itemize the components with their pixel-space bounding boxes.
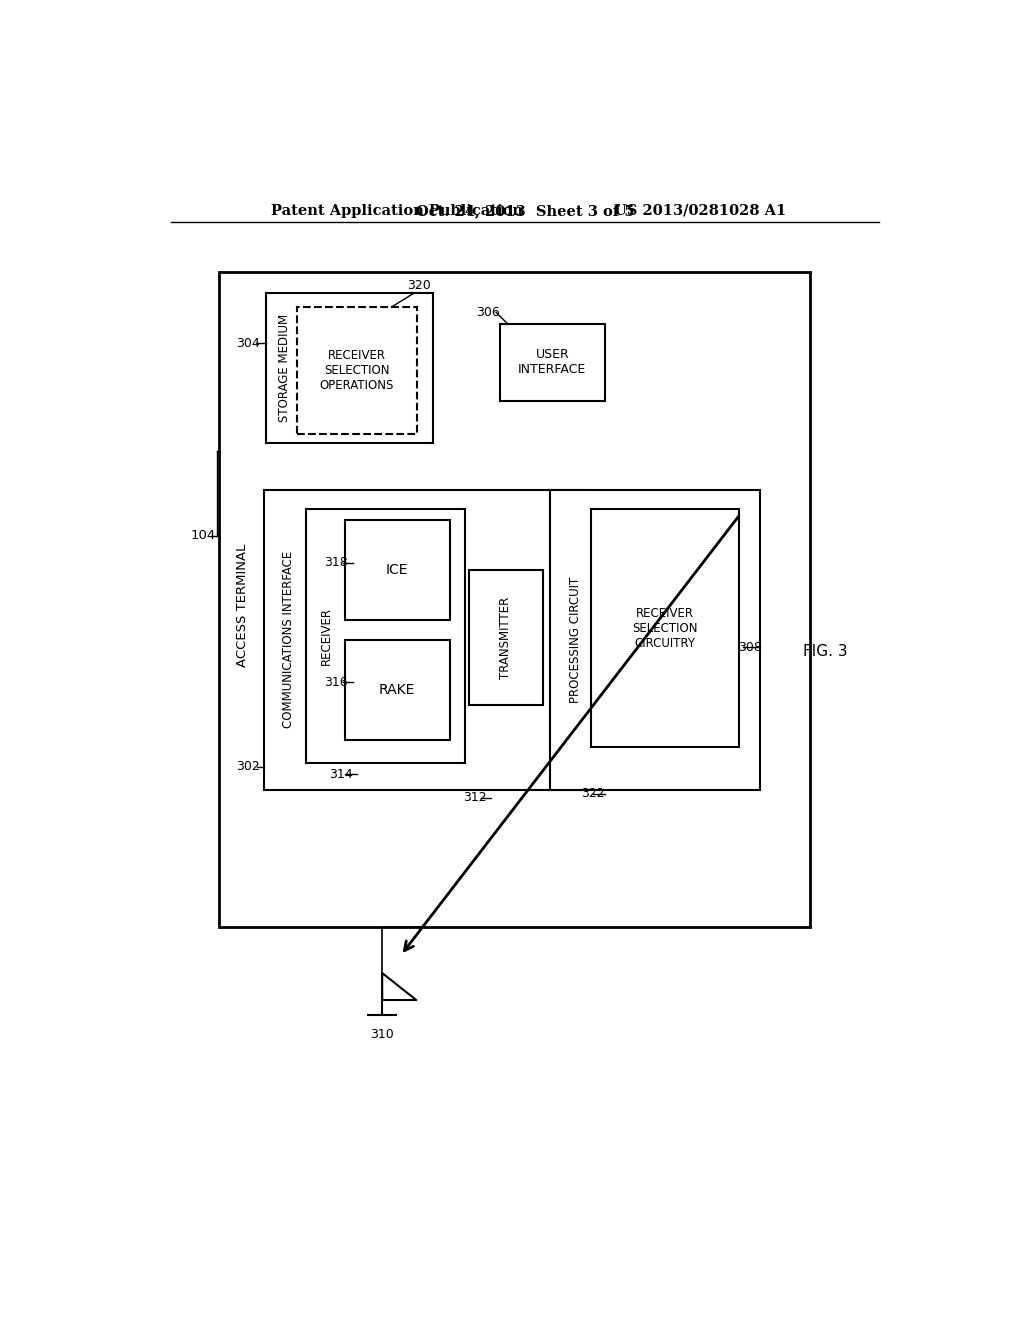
- Text: 302: 302: [237, 760, 260, 774]
- Bar: [550, 490, 760, 789]
- Text: Oct. 24, 2013  Sheet 3 of 5: Oct. 24, 2013 Sheet 3 of 5: [416, 203, 634, 218]
- Text: 312: 312: [463, 791, 486, 804]
- Text: 310: 310: [371, 1028, 394, 1041]
- Bar: [263, 490, 586, 789]
- Bar: [297, 308, 417, 434]
- Text: COMMUNICATIONS INTERFACE: COMMUNICATIONS INTERFACE: [282, 550, 295, 729]
- Text: RECEIVER
SELECTION
CIRCUITRY: RECEIVER SELECTION CIRCUITRY: [633, 607, 697, 649]
- Bar: [345, 520, 450, 620]
- Bar: [345, 640, 450, 739]
- Bar: [306, 508, 465, 763]
- Text: TRANSMITTER: TRANSMITTER: [500, 597, 512, 678]
- Text: PROCESSING CIRCUIT: PROCESSING CIRCUIT: [569, 577, 583, 702]
- Text: RAKE: RAKE: [379, 682, 416, 697]
- Bar: [219, 272, 810, 927]
- Text: 314: 314: [330, 768, 353, 781]
- Text: 104: 104: [190, 529, 216, 543]
- Bar: [592, 508, 738, 747]
- Text: ACCESS TERMINAL: ACCESS TERMINAL: [237, 544, 249, 667]
- Text: Patent Application Publication: Patent Application Publication: [271, 203, 523, 218]
- Text: USER
INTERFACE: USER INTERFACE: [518, 348, 587, 376]
- Bar: [469, 570, 543, 705]
- Text: ICE: ICE: [386, 564, 409, 577]
- Text: FIG. 3: FIG. 3: [803, 644, 848, 659]
- Text: 318: 318: [324, 556, 347, 569]
- Text: 306: 306: [476, 306, 501, 319]
- Text: US 2013/0281028 A1: US 2013/0281028 A1: [614, 203, 786, 218]
- Text: 320: 320: [407, 279, 430, 292]
- Text: STORAGE MEDIUM: STORAGE MEDIUM: [279, 314, 291, 422]
- Bar: [266, 293, 432, 444]
- Text: 304: 304: [237, 337, 260, 350]
- Text: RECEIVER: RECEIVER: [319, 607, 333, 665]
- Text: 316: 316: [324, 676, 347, 689]
- Text: RECEIVER
SELECTION
OPERATIONS: RECEIVER SELECTION OPERATIONS: [319, 348, 394, 392]
- Bar: [500, 323, 604, 401]
- Text: 322: 322: [582, 787, 605, 800]
- Text: 308: 308: [737, 640, 762, 653]
